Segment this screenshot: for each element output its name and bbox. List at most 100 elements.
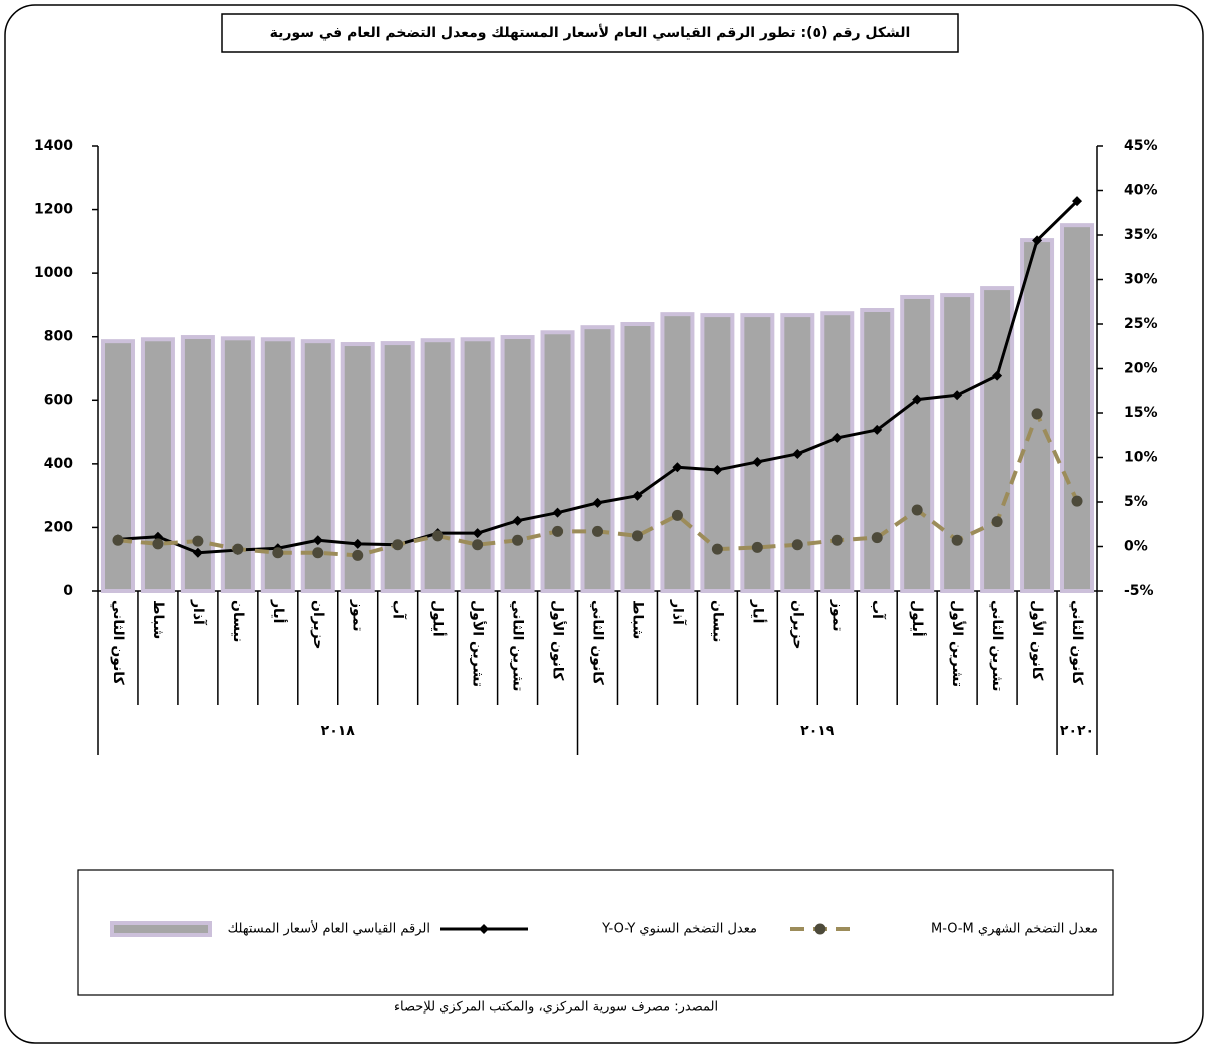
bar bbox=[900, 294, 935, 593]
x-tick-label: كانون الثاني bbox=[1069, 600, 1085, 686]
legend-marker bbox=[479, 924, 489, 934]
marker bbox=[552, 525, 564, 537]
bar bbox=[100, 339, 135, 593]
x-tick-label: أيلول bbox=[909, 600, 927, 637]
y2-tick-label: 45% bbox=[1124, 138, 1158, 154]
y2-tick-label: 15% bbox=[1124, 405, 1158, 421]
marker bbox=[951, 534, 963, 546]
y-tick-label: 1400 bbox=[34, 138, 73, 154]
source: المصدر: مصرف سورية المركزي، والمكتب المر… bbox=[394, 1000, 718, 1015]
legend-marker bbox=[814, 923, 826, 935]
x-tick-label: آب bbox=[390, 600, 408, 620]
y2-tick-label: 10% bbox=[1124, 450, 1158, 466]
marker bbox=[992, 370, 1003, 381]
title-box bbox=[221, 13, 959, 53]
y-tick-label: 1200 bbox=[34, 202, 73, 218]
marker bbox=[672, 462, 683, 473]
x-tick-label: تشرين الثاني bbox=[510, 600, 526, 691]
y-tick-label: 600 bbox=[44, 392, 73, 408]
legend-label: معدل التضخم الشهري M-O-M bbox=[931, 922, 1098, 937]
marker bbox=[312, 547, 324, 559]
bar bbox=[620, 322, 655, 593]
marker bbox=[671, 509, 683, 521]
marker bbox=[752, 456, 763, 467]
bar bbox=[460, 337, 495, 593]
x-tick-label: أيلول bbox=[430, 600, 448, 637]
legend-box bbox=[77, 869, 1114, 996]
x-tick-label: كانون الأول bbox=[1029, 600, 1046, 681]
marker bbox=[512, 515, 523, 526]
y-tick-label: 1000 bbox=[34, 265, 73, 281]
marker bbox=[152, 538, 164, 550]
bar bbox=[340, 342, 375, 593]
x-tick-label: آذار bbox=[669, 599, 687, 626]
y2-tick-label: 25% bbox=[1124, 316, 1158, 332]
y2-tick-label: 40% bbox=[1124, 183, 1158, 199]
y2-tick-label: 20% bbox=[1124, 361, 1158, 377]
marker bbox=[1071, 495, 1083, 507]
x-tick-label: آذار bbox=[190, 599, 208, 626]
x-tick-label: نيسان bbox=[709, 600, 725, 642]
bar bbox=[700, 313, 735, 593]
bar bbox=[860, 308, 895, 593]
x-tick-label: تموز bbox=[350, 599, 366, 631]
marker bbox=[712, 464, 723, 475]
y2-tick-label: 5% bbox=[1124, 494, 1148, 510]
marker bbox=[352, 549, 364, 561]
bar bbox=[140, 337, 175, 593]
bar bbox=[980, 286, 1015, 593]
bar bbox=[380, 341, 415, 594]
marker bbox=[792, 448, 803, 459]
x-tick-label: أيار bbox=[270, 599, 288, 623]
y2-tick-label: 0% bbox=[1124, 539, 1148, 555]
x-tick-label: كانون الثاني bbox=[590, 600, 606, 686]
marker bbox=[232, 543, 244, 555]
bar bbox=[820, 311, 855, 593]
x-tick-label: كانون الأول bbox=[550, 600, 567, 681]
marker bbox=[952, 390, 963, 401]
marker bbox=[711, 543, 723, 555]
marker bbox=[472, 528, 483, 539]
marker bbox=[112, 534, 124, 546]
x-tick-label: تموز bbox=[829, 599, 845, 631]
marker bbox=[472, 539, 484, 551]
marker bbox=[751, 541, 763, 553]
marker bbox=[991, 516, 1003, 528]
legend-label: الرقم القياسي العام لأسعار المستهلك bbox=[228, 920, 430, 937]
bar bbox=[540, 330, 575, 593]
y2-tick-label: 35% bbox=[1124, 227, 1158, 243]
marker bbox=[632, 490, 643, 501]
legend-swatch bbox=[110, 921, 212, 937]
marker bbox=[592, 497, 603, 508]
y-tick-label: 0 bbox=[63, 583, 73, 599]
y-tick-label: 800 bbox=[44, 329, 73, 345]
marker bbox=[1072, 196, 1083, 207]
marker bbox=[192, 547, 203, 558]
x-tick-label: حزيران bbox=[789, 600, 805, 650]
y-tick-label: 400 bbox=[44, 456, 73, 472]
marker bbox=[791, 539, 803, 551]
y-tick-label: 200 bbox=[44, 519, 73, 535]
marker bbox=[1031, 408, 1043, 420]
bar bbox=[660, 312, 695, 593]
x-tick-label: نيسان bbox=[230, 600, 246, 642]
bar bbox=[420, 338, 455, 594]
marker bbox=[352, 538, 363, 549]
x-group-label: ٢٠١٨ bbox=[321, 723, 356, 739]
marker bbox=[871, 532, 883, 544]
x-tick-label: أيار bbox=[749, 599, 767, 623]
x-group-label: ٢٠١٩ bbox=[800, 723, 835, 739]
x-tick-label: حزيران bbox=[310, 600, 326, 650]
marker bbox=[872, 424, 883, 435]
marker bbox=[912, 394, 923, 405]
bar bbox=[1060, 223, 1095, 593]
marker bbox=[312, 535, 323, 546]
x-tick-label: تشرين الثاني bbox=[989, 600, 1005, 691]
y2-tick-label: 30% bbox=[1124, 272, 1158, 288]
x-tick-label: شباط bbox=[150, 600, 166, 639]
x-tick-label: آب bbox=[869, 600, 887, 620]
marker bbox=[592, 525, 603, 537]
marker bbox=[832, 432, 843, 443]
marker bbox=[552, 507, 563, 518]
